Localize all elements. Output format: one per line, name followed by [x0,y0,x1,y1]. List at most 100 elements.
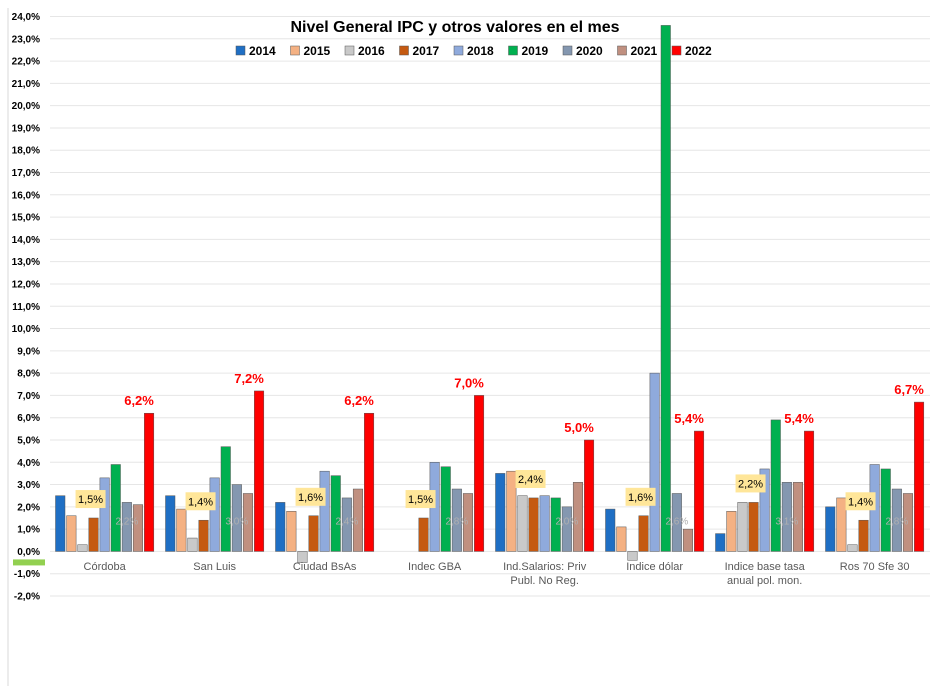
legend-label-2019: 2019 [522,44,549,58]
legend-label-2017: 2017 [413,44,440,58]
bar-2019 [330,475,341,552]
bar-2019 [110,464,121,552]
bar-2021 [352,488,363,552]
data-label-2020: 3,0% [225,517,248,528]
data-label-2020: 3,1% [775,517,798,528]
x-tick-label: Córdoba [84,561,127,573]
legend-label-2021: 2021 [631,44,658,58]
y-tick-label: 24,0% [12,12,40,23]
bar-2015 [616,526,627,552]
bar-2021 [682,528,693,552]
legend-label-2022: 2022 [685,44,712,58]
bar-2015 [66,515,77,552]
data-label-2022: 6,2% [344,393,374,408]
bar-2014 [55,495,66,552]
legend-label-2014: 2014 [249,44,276,58]
data-label-2017: 1,6% [298,492,323,504]
legend-label-2018: 2018 [467,44,494,58]
legend-swatch-2014 [235,45,246,56]
x-tick-label: Ciudad BsAs [293,561,357,573]
x-tick-label: San Luis [193,561,236,573]
bar-2017 [748,502,759,552]
data-label-2020: 2,8% [445,517,468,528]
bar-2020 [891,488,902,552]
bar-2018 [759,468,770,552]
data-label-2022: 7,2% [234,371,264,386]
x-tick-label: Indice dólar [626,561,683,573]
data-label-2017: 1,4% [848,496,873,508]
data-label-2017: 1,4% [188,496,213,508]
bar-2017 [638,515,649,552]
y-tick-label: 0,0% [17,547,40,558]
data-label-2017: 1,5% [78,494,103,506]
bar-2018 [209,477,220,552]
bar-2021 [462,493,473,552]
legend-swatch-2018 [453,45,464,56]
bar-2017 [198,519,209,552]
bar-2019 [440,466,451,552]
y-tick-label: 14,0% [12,235,40,246]
bar-2020 [781,482,792,552]
y-axis-tick-labels: -2,0% -1,0% 0,0% 1,0% 2,0% 3,0% 4,0% 5,0% 6,0% 7,… [12,12,40,603]
bar-2018 [319,470,330,552]
x-tick-label: Indec GBA [408,561,462,573]
data-label-2020: 2,6% [665,517,688,528]
y-tick-label: 12,0% [12,279,40,290]
bar-2018 [99,477,110,552]
bar-2022 [694,430,705,552]
legend-swatch-2019 [508,45,518,56]
bar-2015 [506,470,517,552]
bar-2021 [132,504,143,552]
y-tick-label: 9,0% [17,346,40,357]
bar-2022 [804,430,815,552]
bar-2016 [187,537,198,552]
y-tick-label: 17,0% [12,168,40,179]
bar-2021 [242,493,253,552]
data-label-2022: 7,0% [454,375,484,390]
bar-2019 [880,468,891,552]
bar-2017 [418,517,429,552]
bar-2017 [528,497,539,552]
bar-2022 [254,390,265,552]
chart-title: Nivel General IPC y otros valores en el … [290,19,619,36]
data-label-2022: 6,7% [894,382,924,397]
bar-2017 [308,515,319,552]
data-label-2017: 2,2% [738,478,763,490]
x-tick-label: Publ. No Reg. [510,575,578,587]
data-label-2020: 2,2% [115,517,138,528]
bar-2019 [220,446,231,552]
bar-2020 [671,493,682,552]
y-tick-label: 7,0% [17,391,40,402]
y-tick-label: 21,0% [12,79,40,90]
y-tick-label: 1,0% [17,525,40,536]
bar-2018 [539,495,550,552]
x-tick-label: anual pol. mon. [727,575,802,587]
y-tick-label: -1,0% [14,569,40,580]
data-labels: 2,2% 3,0% 2,4% 2,8% 2,0% 2,6% 3,1% 2,8% 1,5% 1,4%… [75,371,924,528]
data-label-2017-bg [405,490,436,509]
data-label-2017: 1,6% [628,492,653,504]
y-tick-label: 11,0% [12,302,40,313]
bar-2016 [517,495,528,552]
bar-2016 [737,502,748,552]
bar-2022 [584,439,595,552]
data-label-2020: 2,4% [335,517,358,528]
x-tick-label: Ros 70 Sfe 30 [840,561,910,573]
y-tick-label: 6,0% [17,413,40,424]
bar-2014 [825,506,836,552]
y-tick-label: 23,0% [12,34,40,45]
bar-2019 [660,25,671,552]
bar-2019 [550,497,561,552]
bar-2020 [341,497,352,552]
bar-2021 [902,493,913,552]
bar-2016 [847,544,858,552]
bar-2022 [144,412,155,552]
bar-2014 [605,508,616,552]
bar-2020 [231,484,242,552]
bar-2014 [165,495,176,552]
y-tick-label: -2,0% [14,592,40,603]
bar-2022 [474,395,485,552]
y-tick-label: 15,0% [12,213,40,224]
bar-2016 [77,544,88,552]
